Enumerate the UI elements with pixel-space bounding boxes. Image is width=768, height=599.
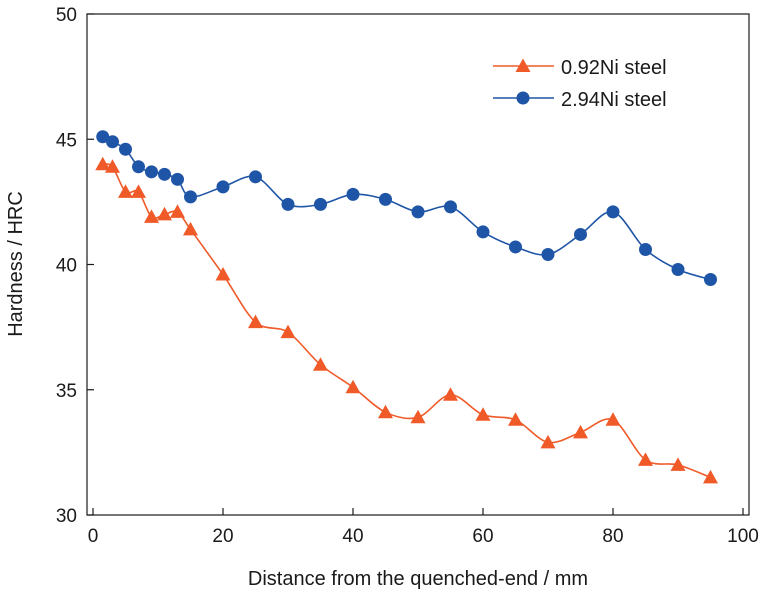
data-point [410,409,426,424]
data-point [639,242,652,256]
legend-label-0: 0.92Ni steel [561,57,667,79]
data-point [281,197,295,211]
data-point [249,170,262,184]
data-point [573,424,588,439]
data-point [314,197,327,211]
data-point [606,205,620,219]
data-point [605,412,621,426]
y-axis-title: Hardness / HRC [5,191,27,337]
series-line-1 [102,136,711,281]
data-point [443,387,458,401]
data-point [105,159,120,173]
data-point [703,469,718,484]
data-point [215,267,231,281]
series-layer [95,130,718,484]
data-point [638,452,653,466]
data-point [145,165,158,179]
data-point [171,172,184,186]
y-tick-label: 30 [56,506,77,527]
x-tick-label: 60 [472,526,493,547]
data-point [345,379,361,394]
data-point [132,160,145,174]
y-tick-label: 40 [56,256,77,277]
y-tick-label: 50 [56,5,77,26]
legend-label-1: 2.94Ni steel [561,89,667,111]
data-point [119,142,132,156]
y-tick-label: 45 [56,130,77,151]
data-point [183,221,198,236]
data-point [378,404,393,419]
data-point [411,205,425,219]
data-point [509,240,522,254]
data-point [670,457,686,471]
data-point [95,156,111,171]
data-point [170,204,185,218]
legend-marker-0 [515,58,531,72]
series-1 [96,130,717,287]
x-axis-title: Distance from the quenched-end / mm [248,568,588,590]
data-point [216,180,230,194]
data-point [444,200,457,214]
data-point [540,434,556,449]
legend: 0.92Ni steel 2.94Ni steel [493,57,667,111]
data-point [157,206,172,221]
x-tick-label: 20 [212,526,233,547]
data-point [158,167,171,181]
data-point [280,324,296,339]
data-point [346,187,360,201]
data-point [118,184,133,198]
data-point [184,190,197,204]
data-point [144,209,159,223]
data-point [541,247,555,261]
data-point [508,412,523,426]
data-point [671,263,685,277]
axis-ticks: 0 20 40 60 80 100 30 35 40 45 50 [56,5,759,547]
data-point [476,225,490,239]
legend-marker-1 [516,91,530,105]
data-point [475,407,491,421]
data-point [131,184,146,198]
x-tick-label: 80 [602,526,623,547]
data-point [704,273,717,287]
data-point [313,357,328,371]
data-point [96,130,110,144]
y-tick-label: 35 [56,381,77,402]
data-point [106,135,119,149]
data-point [574,227,587,241]
x-tick-label: 0 [88,526,99,547]
x-tick-label: 40 [342,526,363,547]
x-tick-label: 100 [727,526,759,547]
data-point [248,314,263,329]
data-point [379,192,392,206]
series-0 [95,156,718,484]
